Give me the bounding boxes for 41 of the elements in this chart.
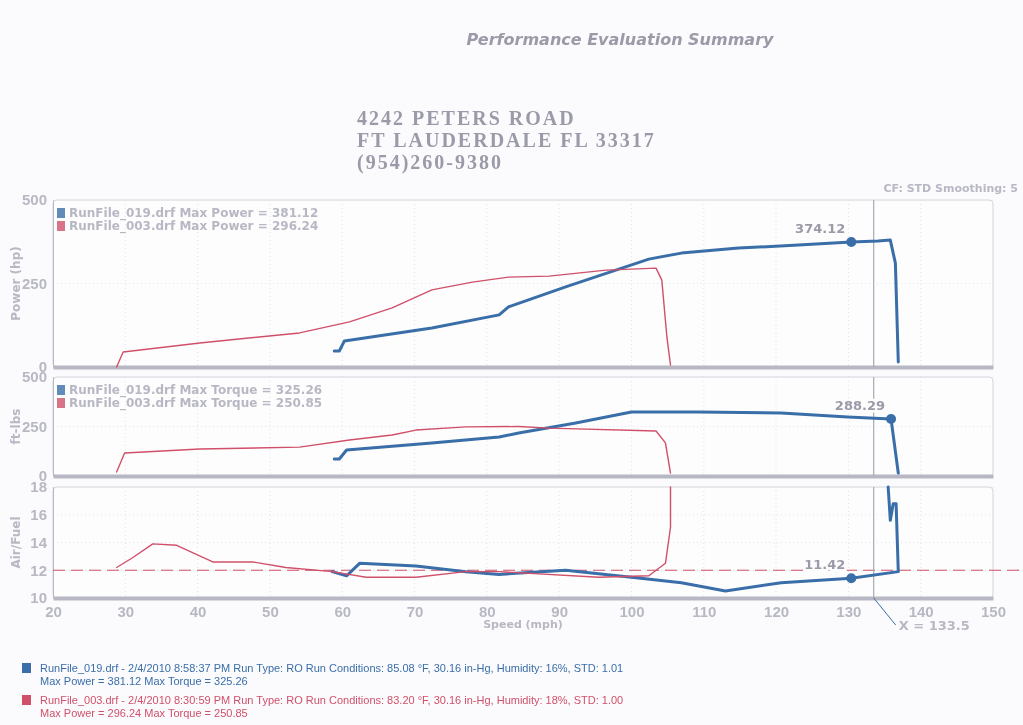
- y-tick-label: 250: [21, 417, 47, 435]
- legend-label: RunFile_019.drf Max Power = 381.12: [69, 206, 319, 221]
- x-tick-label: 100: [619, 602, 645, 620]
- data-label: 11.42: [804, 557, 846, 573]
- x-tick-label: 130: [836, 602, 862, 620]
- legend-label: RunFile_019.drf Max Torque = 325.26: [69, 383, 323, 398]
- x-tick-label: 140: [908, 602, 934, 620]
- x-tick-label: 20: [45, 602, 62, 620]
- x-tick-label: 150: [980, 602, 1007, 620]
- y-axis-title: Power (hp): [9, 246, 23, 321]
- chart-title: Performance Evaluation Summary: [466, 30, 775, 49]
- text: RunFile_003.drf - 2/4/2010 8:30:59 PM Run Type: RO Run Conditions: 83.20 °F, 30.16 in-Hg, Humidity: 18%, STD: 1.00: [40, 694, 624, 706]
- x-tick-label: 70: [406, 602, 424, 620]
- data-label: 374.12: [795, 221, 846, 237]
- y-tick-label: 250: [21, 274, 47, 292]
- x-tick-label: 120: [764, 602, 790, 620]
- y-axis-title: Air/Fuel: [9, 516, 23, 569]
- y-tick-label: 10: [30, 589, 47, 607]
- text: RunFile_019.drf - 2/4/2010 8:58:37 PM Run Type: RO Run Conditions: 85.08 °F, 30.16 in-Hg, Humidity: 16%, STD: 1.01: [40, 662, 624, 674]
- y-tick-label: 500: [21, 191, 47, 209]
- text: (954)260-9380: [357, 151, 503, 174]
- text: Max Power = 296.24 Max Torque = 250.85: [40, 707, 248, 719]
- y-axis-title: ft-lbs: [9, 408, 23, 445]
- x-tick-label: 80: [479, 602, 496, 620]
- text: CF: STD Smoothing: 5: [883, 182, 1018, 195]
- legend-label: RunFile_003.drf Max Power = 296.24: [69, 219, 319, 234]
- y-tick-label: 12: [30, 561, 47, 579]
- x-tick-label: 60: [334, 602, 352, 620]
- text: 4242 PETERS ROAD: [357, 107, 576, 129]
- ref-line-label: X = 133.5: [898, 618, 970, 633]
- y-tick-label: 14: [30, 533, 48, 551]
- y-tick-label: 16: [30, 506, 47, 524]
- x-tick-label: 90: [551, 602, 568, 620]
- text: FT LAUDERDALE FL 33317: [357, 129, 656, 151]
- text: Max Power = 381.12 Max Torque = 325.26: [40, 675, 248, 687]
- x-tick-label: 110: [692, 602, 717, 620]
- x-axis-title: Speed (mph): [483, 618, 563, 631]
- legend-label: RunFile_003.drf Max Torque = 250.85: [69, 396, 323, 411]
- x-tick-label: 50: [262, 602, 279, 620]
- x-tick-label: 40: [189, 602, 207, 620]
- x-tick-label: 30: [117, 602, 135, 620]
